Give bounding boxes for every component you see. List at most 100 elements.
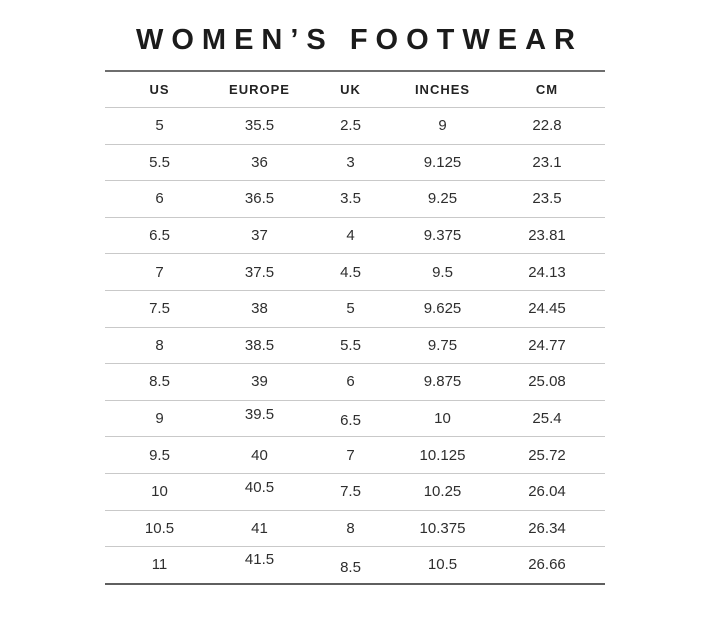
table-cell: 37: [214, 217, 305, 255]
table-cell: 39.5: [214, 400, 305, 438]
table-cell-value: 40: [251, 446, 268, 464]
table-cell: 6: [105, 180, 214, 218]
table-cell-value: 9.75: [427, 336, 458, 354]
table-cell: 25.08: [489, 363, 605, 401]
table-cell-value: 23.5: [532, 190, 562, 208]
table-cell: 23.81: [489, 217, 605, 255]
table-cell: 7.5: [105, 290, 214, 328]
table-cell: 9: [396, 107, 489, 145]
table-cell-value: 5.5: [340, 336, 361, 354]
table-row: 6.5 37 4 9.375 23.81: [105, 217, 605, 255]
table-cell: 23.1: [489, 144, 605, 182]
table-cell: 38.5: [214, 327, 305, 365]
table-cell: 9.375: [396, 217, 489, 255]
table-cell: 40: [214, 436, 305, 474]
page-title: WOMEN’S FOOTWEAR: [136, 24, 583, 56]
table-cell-value: 10.25: [423, 483, 462, 501]
table-cell: 8: [305, 510, 396, 548]
table-cell: 26.34: [489, 510, 605, 548]
table-cell-value: 9.25: [427, 190, 458, 208]
table-cell: 26.04: [489, 473, 605, 511]
table-cell-value: 6.5: [340, 412, 361, 430]
table-cell-value: 7: [346, 446, 355, 464]
table-cell-value: 36.5: [244, 190, 275, 208]
table-cell: 40.5: [214, 473, 305, 511]
table-row: 5.5 36 3 9.125 23.1: [105, 144, 605, 182]
table-cell-value: 38.5: [244, 336, 275, 354]
table-cell: 10.25: [396, 473, 489, 511]
column-header-cm: CM: [489, 71, 605, 108]
table-row: 10 40.5 7.5 10.25 26.04: [105, 473, 605, 511]
table-cell: 37.5: [214, 253, 305, 291]
table-cell: 7: [105, 253, 214, 291]
table-cell-value: 23.81: [528, 227, 566, 245]
table-cell-value: 9.5: [149, 446, 170, 464]
table-row: 9 39.5 6.5 10 25.4: [105, 400, 605, 438]
table-cell-value: 37.5: [244, 263, 275, 281]
table-cell-value: 7.5: [340, 483, 361, 501]
table-row: 11 41.5 8.5 10.5 26.66: [105, 546, 605, 585]
table-cell: 24.77: [489, 327, 605, 365]
table-cell-value: 23.1: [532, 153, 562, 171]
table-cell-value: 10.125: [419, 446, 466, 464]
table-cell-value: 9.375: [423, 227, 462, 245]
table-cell-value: 3: [346, 153, 355, 171]
table-cell-value: 24.45: [528, 300, 566, 318]
table-cell: 5: [305, 290, 396, 328]
column-header-inches: INCHES: [396, 71, 489, 108]
table-cell: 36: [214, 144, 305, 182]
table-cell: 25.72: [489, 436, 605, 474]
table-cell-value: 9: [438, 117, 447, 135]
table-cell: 9.5: [105, 436, 214, 474]
table-cell: 9.5: [396, 253, 489, 291]
size-conversion-table: US EUROPE UK INCHES CM 5 35.5 2.5 9 22.8 5.5 3…: [105, 70, 605, 585]
table-cell: 11: [105, 546, 214, 585]
table-cell-value: 10.375: [419, 519, 466, 537]
table-cell: 36.5: [214, 180, 305, 218]
table-cell: 10.125: [396, 436, 489, 474]
table-cell-value: 5.5: [149, 153, 170, 171]
table-cell: 6.5: [105, 217, 214, 255]
table-cell: 4.5: [305, 253, 396, 291]
table-cell: 38: [214, 290, 305, 328]
table-cell-value: 25.72: [528, 446, 566, 464]
table-cell-value: 4.5: [340, 263, 361, 281]
table-cell-value: 9: [155, 410, 164, 428]
column-header-us: US: [105, 71, 214, 108]
table-cell: 3.5: [305, 180, 396, 218]
table-cell-value: 10: [151, 483, 168, 501]
table-cell: 2.5: [305, 107, 396, 145]
column-header-uk: UK: [305, 71, 396, 108]
table-cell-value: 40.5: [244, 479, 275, 497]
table-cell-value: 39: [251, 373, 268, 391]
table-cell: 9.125: [396, 144, 489, 182]
table-row: 7 37.5 4.5 9.5 24.13: [105, 253, 605, 291]
table-cell: 8.5: [305, 546, 396, 585]
table-cell-value: 3.5: [340, 190, 361, 208]
table-cell: 41: [214, 510, 305, 548]
table-cell: 5.5: [305, 327, 396, 365]
table-cell: 9.75: [396, 327, 489, 365]
table-cell-value: 4: [346, 227, 355, 245]
size-table-body: 5 35.5 2.5 9 22.8 5.5 36 3 9.125 23.1 6 36.5 3.5 9.25…: [105, 107, 605, 585]
table-cell: 8.5: [105, 363, 214, 401]
table-cell-value: 9.5: [432, 263, 453, 281]
table-row: 8 38.5 5.5 9.75 24.77: [105, 327, 605, 365]
table-cell-value: 39.5: [244, 406, 275, 424]
table-row: 9.5 40 7 10.125 25.72: [105, 436, 605, 474]
table-header: US EUROPE UK INCHES CM: [105, 71, 605, 108]
table-cell: 4: [305, 217, 396, 255]
table-cell-value: 10.5: [144, 519, 175, 537]
table-cell-value: 9.625: [423, 300, 462, 318]
column-header-europe: EUROPE: [214, 71, 305, 108]
table-cell-value: 37: [251, 227, 268, 245]
table-cell-value: 22.8: [532, 117, 562, 135]
table-cell: 10: [396, 400, 489, 438]
table-cell: 26.66: [489, 546, 605, 585]
table-cell-value: 35.5: [244, 117, 275, 135]
table-cell: 22.8: [489, 107, 605, 145]
table-cell-value: 11: [151, 556, 168, 574]
table-cell: 39: [214, 363, 305, 401]
table-cell: 35.5: [214, 107, 305, 145]
